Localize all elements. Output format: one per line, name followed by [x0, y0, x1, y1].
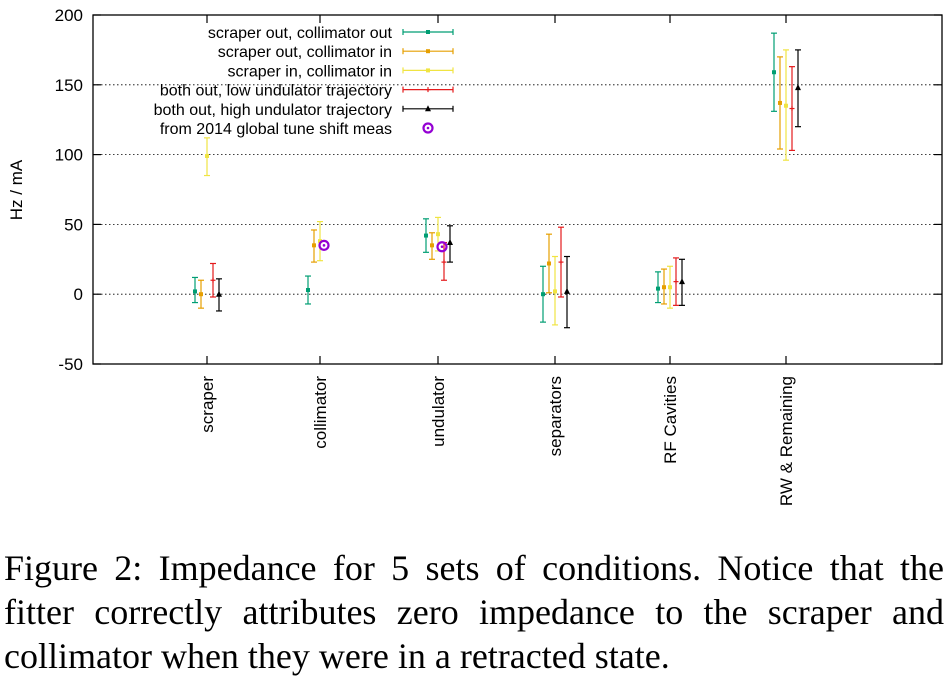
data-point	[778, 100, 782, 105]
legend-marker	[425, 87, 431, 93]
legend: scraper out, collimator out scraper out, …	[154, 25, 454, 138]
data-point	[772, 70, 776, 75]
data-point	[216, 290, 222, 297]
data-point	[564, 287, 570, 294]
data-point	[424, 233, 428, 238]
plot-frame	[92, 14, 943, 365]
data-point	[436, 232, 440, 237]
legend-entry-label: both out, high undulator trajectory	[154, 102, 392, 119]
x-tick-label: collimator	[311, 376, 330, 449]
data-point	[673, 279, 679, 285]
legend-marker	[425, 105, 431, 112]
series-1	[192, 32, 777, 323]
y-axis-label: Hz / mA	[7, 159, 26, 220]
data-point	[193, 289, 197, 294]
legend-entry-label: scraper out, collimator out	[208, 25, 393, 42]
legend-marker	[422, 122, 434, 134]
y-tick-label: 200	[55, 6, 83, 25]
y-tick-label: 150	[55, 76, 83, 95]
legend-entry-label: from 2014 global tune shift meas	[160, 121, 392, 138]
data-point	[784, 103, 788, 108]
data-point	[205, 153, 209, 158]
data-point	[553, 289, 557, 294]
data-point	[656, 286, 660, 291]
data-point	[679, 278, 685, 285]
y-tick-label: 100	[55, 146, 83, 165]
data-point	[668, 285, 672, 290]
data-point	[199, 292, 203, 297]
legend-marker-dot	[426, 126, 430, 130]
x-tick-label: RW & Remaining	[777, 376, 796, 506]
data-point	[795, 84, 801, 91]
y-tick-label: 50	[64, 215, 83, 234]
series-5	[216, 49, 801, 329]
x-axis: scraper collimator undulator separators RF C…	[198, 15, 796, 506]
legend-marker	[426, 30, 430, 34]
y-tick-label: -50	[58, 355, 83, 374]
series-2	[198, 56, 783, 309]
data-point-dot	[322, 244, 326, 247]
data-point	[430, 243, 434, 248]
x-tick-label: separators	[546, 376, 565, 456]
figure-caption: Figure 2: Impedance for 5 sets of condit…	[4, 548, 944, 676]
x-tick-label: undulator	[429, 376, 448, 447]
data-point	[541, 292, 545, 297]
data-point	[547, 261, 551, 266]
data-point	[558, 259, 564, 265]
error-bars	[192, 32, 801, 329]
data-point	[789, 106, 795, 112]
data-point	[318, 239, 322, 244]
legend-entry-label: scraper out, collimator in	[218, 44, 392, 61]
x-tick-label: RF Cavities	[661, 376, 680, 464]
legend-entry-label: both out, low undulator trajectory	[160, 83, 392, 100]
data-point	[210, 277, 216, 283]
data-point	[441, 259, 447, 265]
data-point	[318, 239, 330, 251]
impedance-chart: scraper out, collimator out scraper out, …	[7, 6, 943, 506]
data-point-dot	[440, 245, 444, 249]
data-point	[662, 285, 666, 290]
data-point	[436, 241, 448, 253]
data-point	[306, 288, 310, 293]
legend-marker	[426, 49, 430, 54]
legend-entry-label: scraper in, collimator in	[228, 63, 393, 80]
x-tick-label: scraper	[198, 376, 217, 433]
data-point	[447, 239, 453, 246]
grid-lines	[93, 84, 942, 295]
y-axis: -50 0 50 100 150 200	[55, 6, 942, 374]
y-tick-label: 0	[74, 285, 83, 304]
legend-marker	[426, 68, 430, 73]
series-6	[318, 239, 448, 253]
data-point	[312, 243, 316, 248]
